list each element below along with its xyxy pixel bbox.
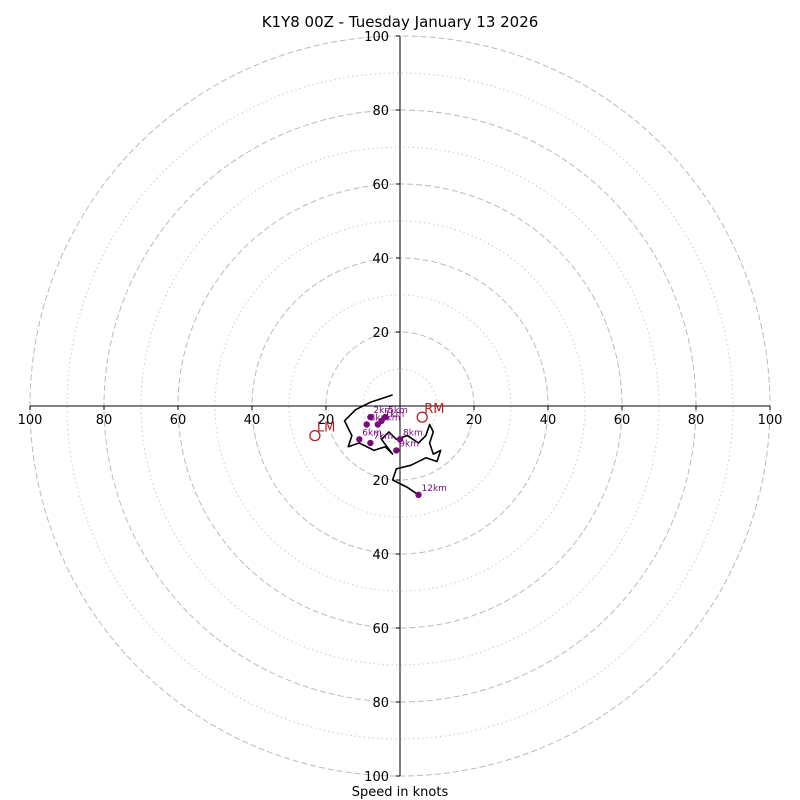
y-tick-label: 100 <box>364 30 389 45</box>
y-tick-label: 100 <box>364 770 389 785</box>
tick-labels: 100 80 60 40 20 20 40 60 80 100 100 80 60 40 20 20 40 60 8… <box>18 30 783 785</box>
x-tick-label: 100 <box>758 413 783 428</box>
y-tick-label: 20 <box>372 474 389 489</box>
y-tick-label: 40 <box>372 252 389 267</box>
height-marker-point <box>374 421 381 428</box>
x-tick-label: 40 <box>540 413 557 428</box>
height-marker-label: 7km <box>373 432 393 442</box>
y-tick-label: 60 <box>372 622 389 637</box>
y-tick-label: 80 <box>372 104 389 119</box>
height-marker-label: 4km <box>381 414 401 424</box>
height-marker-label: 5km <box>388 406 408 416</box>
x-tick-label: 80 <box>96 413 113 428</box>
axes <box>30 36 770 776</box>
x-tick-label: 20 <box>318 413 335 428</box>
storm-motion-marker <box>416 411 428 423</box>
height-marker-point <box>393 447 400 454</box>
x-tick-label: 100 <box>18 413 43 428</box>
height-marker-label: 3km <box>370 414 390 424</box>
hodograph-line <box>343 394 442 496</box>
y-tick-label: 60 <box>372 178 389 193</box>
x-tick-label: 40 <box>244 413 261 428</box>
height-marker-point <box>367 439 374 447</box>
chart-title: K1Y8 00Z - Tuesday January 13 2026 <box>262 13 539 31</box>
height-marker-label: 8km <box>403 428 423 438</box>
height-marker-point <box>363 421 370 428</box>
storm-motion-label: RM <box>424 402 444 417</box>
x-tick-label: 20 <box>466 413 483 428</box>
x-tick-label: 80 <box>688 413 705 428</box>
storm-motion-marker <box>309 429 321 442</box>
y-tick-label: 80 <box>372 696 389 711</box>
height-marker-label: 12km <box>422 484 447 494</box>
height-marker-point <box>356 436 363 443</box>
height-marker-label: 1km <box>385 410 405 420</box>
height-marker-label: 9km <box>399 439 419 449</box>
height-marker-point <box>415 491 422 498</box>
storm-motion-label: LM <box>317 421 335 436</box>
y-tick-label: 40 <box>372 548 389 563</box>
height-marker-point <box>367 413 374 421</box>
height-marker-point <box>396 436 404 443</box>
x-tick-label: 60 <box>614 413 631 428</box>
height-marker-label: 2km <box>373 406 393 416</box>
height-marker-label: 6km <box>362 428 382 438</box>
wind-trace <box>343 394 442 496</box>
x-axis-label: Speed in knots <box>352 785 449 800</box>
y-tick-label: 20 <box>372 326 389 341</box>
x-tick-label: 60 <box>170 413 187 428</box>
storm-motions: RM LM <box>309 402 444 442</box>
height-marker-point <box>382 413 389 421</box>
